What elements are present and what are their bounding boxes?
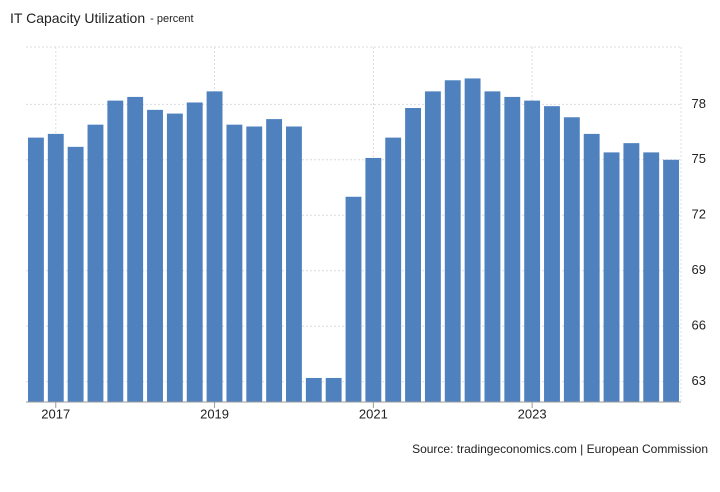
bar xyxy=(107,100,124,403)
x-tick-label: 2021 xyxy=(359,406,388,421)
bar xyxy=(27,137,44,403)
bar xyxy=(643,152,660,402)
bar xyxy=(325,377,342,402)
bar xyxy=(524,100,541,403)
bar xyxy=(147,109,163,402)
bar xyxy=(266,119,283,402)
bar xyxy=(206,91,223,402)
bar xyxy=(405,108,421,402)
bar xyxy=(305,377,322,402)
bar xyxy=(127,96,144,402)
source: Source: tradingeconomics.com | European … xyxy=(412,442,708,456)
bar xyxy=(166,113,183,402)
bar xyxy=(87,124,104,402)
bar xyxy=(663,159,680,402)
bar xyxy=(186,102,203,402)
y-tick-label: 69 xyxy=(692,262,706,277)
bar xyxy=(623,143,640,403)
bar xyxy=(226,124,243,402)
bar xyxy=(345,196,362,402)
x-tick-label: 2017 xyxy=(41,406,70,421)
bar xyxy=(504,96,521,402)
bar xyxy=(583,133,600,402)
bar xyxy=(444,80,461,402)
y-tick-label: 72 xyxy=(692,207,706,222)
bar xyxy=(603,152,620,402)
subtitle: - percent xyxy=(150,13,193,25)
bar xyxy=(385,137,402,403)
bar xyxy=(365,157,382,402)
x-tick-label: 2019 xyxy=(200,406,229,421)
bar xyxy=(464,78,481,403)
bar xyxy=(424,91,441,402)
chart-title: IT Capacity Utilization - percent xyxy=(10,10,194,26)
bar xyxy=(544,106,560,403)
title: IT Capacity Utilization xyxy=(10,10,145,26)
bar xyxy=(246,126,263,402)
bar xyxy=(47,133,64,402)
y-tick-label: 63 xyxy=(692,373,706,388)
bar xyxy=(67,146,84,402)
x-tick-label: 2023 xyxy=(518,406,547,421)
y-tick-label: 75 xyxy=(692,151,706,166)
bar xyxy=(286,126,302,402)
bar xyxy=(563,117,580,403)
y-tick-label: 78 xyxy=(692,96,706,111)
bar xyxy=(484,91,501,402)
y-tick-label: 66 xyxy=(692,318,706,333)
